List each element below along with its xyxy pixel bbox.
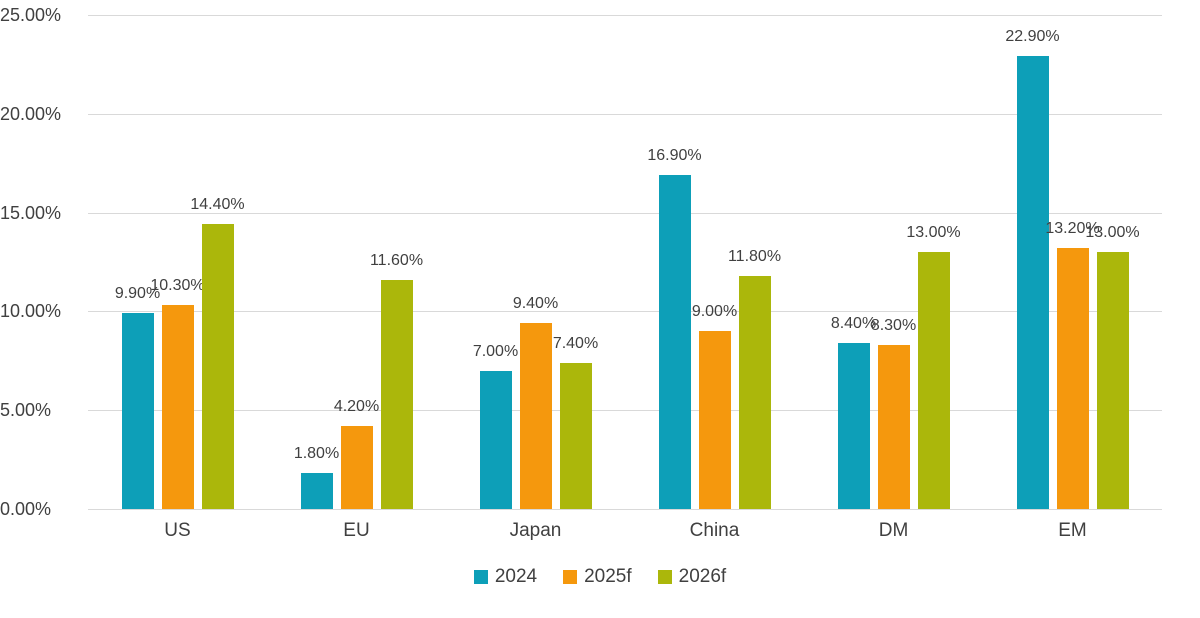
legend-swatch-icon [657, 570, 672, 584]
bar [698, 331, 731, 509]
bar-value-label: 16.90% [647, 147, 702, 165]
bar [380, 279, 413, 509]
category-label: EM [1058, 520, 1087, 541]
category-label: EU [343, 520, 370, 541]
bar [559, 362, 592, 509]
bar-value-label: 4.20% [333, 398, 380, 415]
category-label: US [164, 520, 191, 541]
bar [877, 344, 910, 509]
y-tick-label: 25.00% [0, 5, 62, 25]
gridline [88, 410, 1162, 412]
legend-item: 2026f [657, 566, 727, 588]
bar [658, 175, 691, 509]
category-label: Japan [509, 520, 562, 541]
bar-value-label: 7.40% [552, 334, 599, 352]
bar [479, 370, 512, 509]
y-tick-label: 15.00% [0, 202, 62, 223]
bar-value-label: 13.00% [906, 224, 961, 242]
gridline [88, 311, 1162, 313]
bar-value-label: 13.20% [1045, 220, 1100, 238]
bar-value-label: 11.80% [727, 247, 782, 265]
legend-swatch-icon [473, 570, 488, 584]
bar [161, 305, 194, 509]
bar-value-label: 8.40% [830, 315, 877, 333]
y-tick-label: 0.00% [0, 499, 52, 519]
bar-value-label: 1.80% [293, 445, 340, 463]
bar-value-label: 10.30% [150, 277, 205, 295]
bar-value-label: 14.40% [190, 196, 245, 214]
bar [300, 473, 333, 509]
legend-item: 2025f [563, 566, 632, 588]
y-tick-label: 20.00% [0, 103, 62, 124]
legend-label: 2025f [584, 566, 632, 587]
legend-item: 2024 [473, 566, 538, 588]
bar-value-label: 9.90% [114, 285, 161, 303]
bar [837, 343, 870, 509]
bar-value-label: 22.90% [1005, 28, 1060, 46]
bar [121, 313, 154, 509]
gridline [88, 212, 1162, 214]
category-label: China [689, 520, 740, 541]
legend-swatch-icon [563, 570, 578, 584]
bar-value-label: 7.00% [472, 342, 519, 360]
gridline [88, 113, 1162, 115]
gridline [88, 509, 1162, 510]
bar [519, 323, 552, 509]
bar-value-label: 9.00% [691, 303, 738, 321]
category-label: DM [878, 520, 909, 541]
legend-label: 2024 [494, 566, 538, 587]
bar [1016, 56, 1049, 509]
bar [340, 426, 373, 509]
bar-value-label: 13.00% [1085, 224, 1140, 242]
legend: 2024 2025f 2026f [0, 566, 1200, 588]
gridline [88, 15, 1162, 16]
bar-value-label: 11.60% [369, 251, 424, 269]
bar-value-label: 8.30% [870, 316, 917, 334]
bar [917, 252, 950, 509]
bar [1096, 252, 1129, 509]
legend-label: 2026f [678, 566, 727, 587]
bar [1056, 248, 1089, 509]
y-tick-label: 10.00% [0, 301, 62, 322]
bar-value-label: 9.40% [512, 295, 559, 313]
bar [201, 224, 234, 509]
bar [738, 275, 771, 509]
y-tick-label: 5.00% [0, 400, 52, 421]
